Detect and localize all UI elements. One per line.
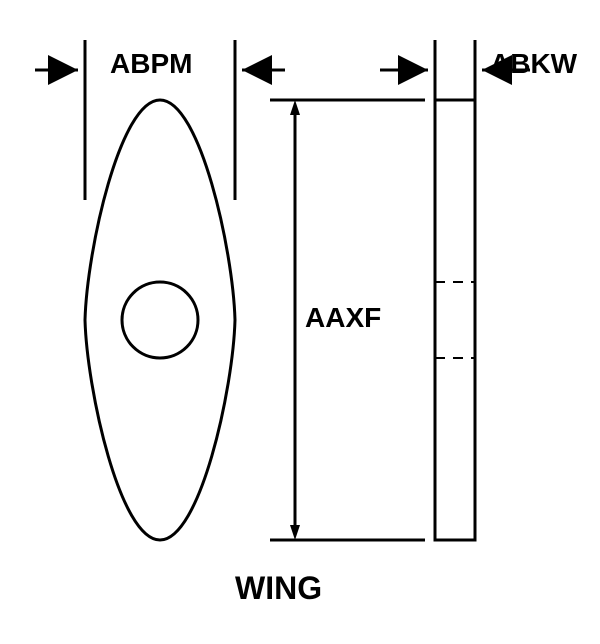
aaxf-arrow-top <box>290 100 300 115</box>
wing-hole <box>122 282 198 358</box>
label-abpm: ABPM <box>110 48 192 80</box>
label-abkw: ABKW <box>490 48 577 80</box>
wing-outline <box>85 100 235 540</box>
diagram-title: WING <box>235 570 322 607</box>
wing-diagram <box>0 0 600 644</box>
side-view-rect <box>435 100 475 540</box>
label-aaxf: AAXF <box>305 302 381 334</box>
aaxf-arrow-bottom <box>290 525 300 540</box>
